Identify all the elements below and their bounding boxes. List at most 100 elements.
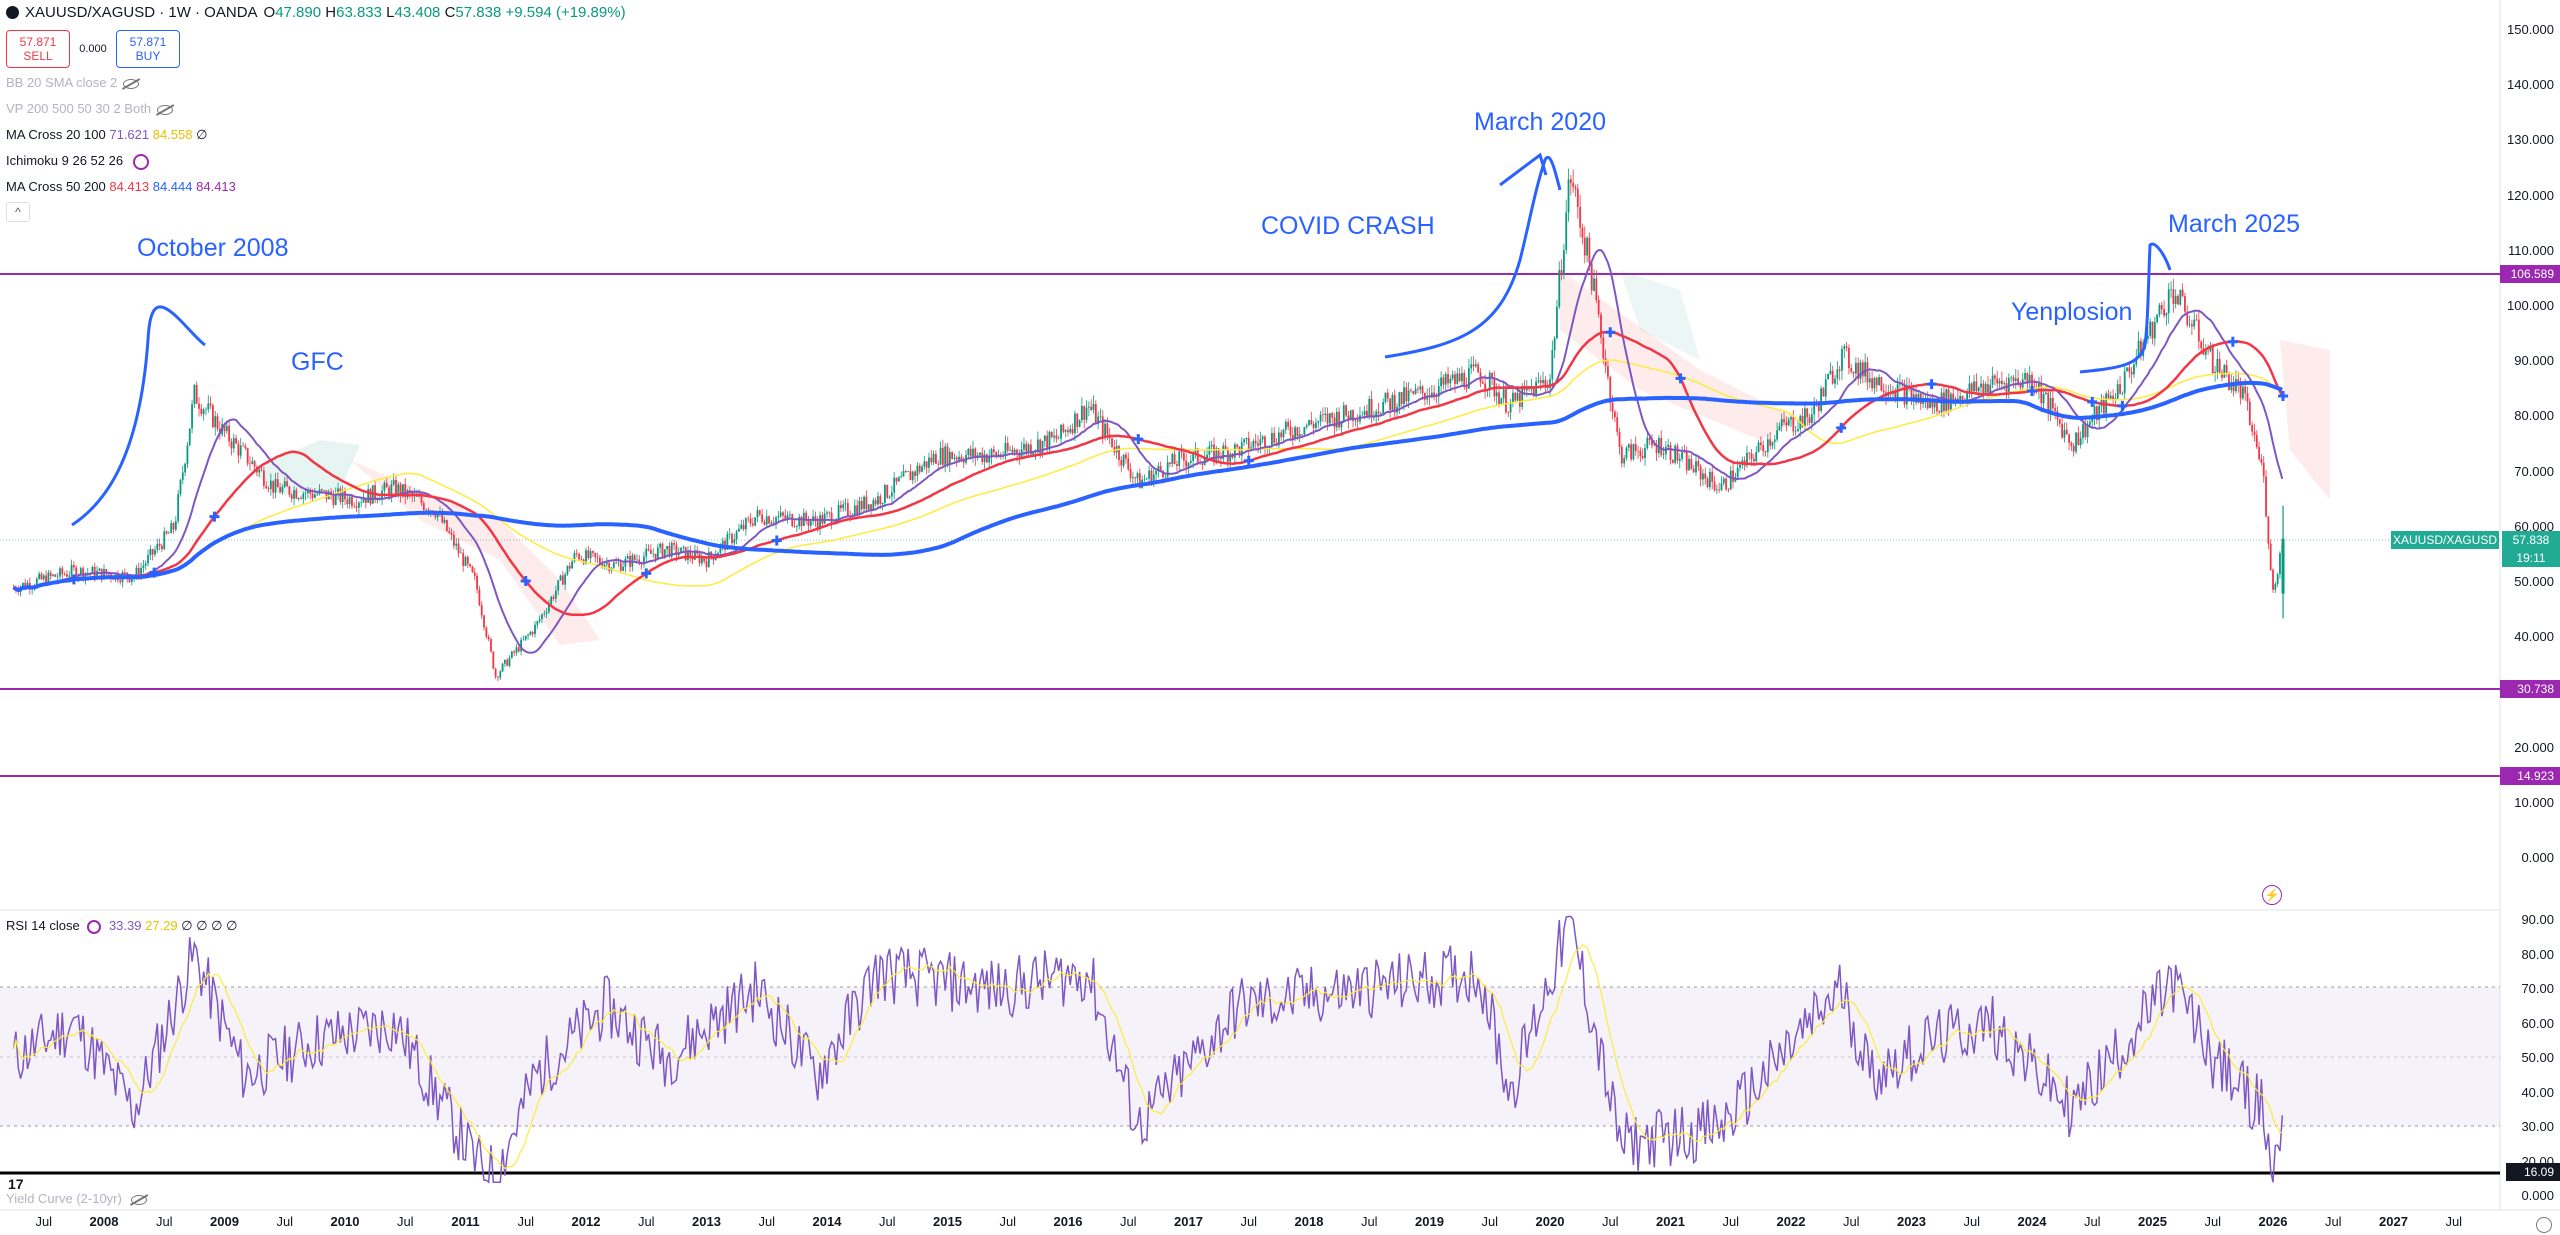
ichimoku-settings-icon[interactable]	[132, 153, 149, 170]
candle-body	[316, 494, 319, 495]
candle-body	[2228, 372, 2230, 391]
time-axis-label: 2015	[933, 1214, 962, 1229]
candle-body	[1477, 364, 1480, 373]
candle-body	[974, 448, 977, 458]
candle-body	[1027, 444, 1030, 452]
candle-body	[948, 451, 951, 466]
rsi-level-label: 16.09	[2506, 1163, 2560, 1181]
candle-body	[1755, 451, 1758, 462]
candle-body	[506, 659, 509, 666]
candle-body	[941, 447, 944, 465]
candle-body	[728, 533, 731, 535]
eye-hidden-icon[interactable]	[123, 78, 140, 89]
candle-body	[2042, 393, 2045, 404]
indicator-vp[interactable]: VP 200 500 50 30 2 Both	[6, 101, 174, 116]
candle-body	[1539, 380, 1542, 384]
candle-body	[45, 575, 47, 585]
sell-button[interactable]: 57.871 SELL	[6, 30, 70, 68]
candle-body	[1006, 442, 1009, 451]
settings-gear-icon[interactable]	[2536, 1217, 2552, 1233]
candle-body	[1018, 454, 1021, 457]
candle-body	[508, 657, 511, 666]
buy-button[interactable]: 57.871 BUY	[116, 30, 180, 68]
indicator-bb[interactable]: BB 20 SMA close 2	[6, 75, 140, 90]
ma-cross-marker	[771, 535, 782, 546]
candle-body	[276, 479, 279, 488]
candle-body	[105, 569, 108, 575]
candle-body	[1641, 456, 1644, 458]
candle-body	[1690, 458, 1693, 469]
candle-body	[1824, 379, 1827, 397]
rsi-settings-icon[interactable]	[87, 919, 102, 934]
indicator-ma-cross-50-200[interactable]: MA Cross 50 200 84.413 84.444 84.413	[6, 179, 236, 194]
time-axis-label: Jul	[637, 1214, 655, 1229]
candle-body	[1458, 373, 1461, 382]
candle-body	[98, 568, 101, 571]
candle-body	[1588, 237, 1591, 264]
candle-body	[1750, 453, 1753, 459]
candle-body	[749, 518, 752, 524]
ma-cross-marker	[641, 568, 652, 579]
candle-body	[1625, 447, 1628, 459]
candle-body	[1421, 386, 1424, 393]
candle-body	[884, 484, 886, 503]
candle-body	[364, 498, 367, 503]
candle-body	[1377, 411, 1380, 414]
indicator-ichimoku[interactable]: Ichimoku 9 26 52 26	[6, 153, 149, 170]
yield-curve-legend[interactable]: Yield Curve (2-10yr)	[6, 1191, 148, 1206]
ma-cross-marker	[209, 511, 220, 522]
candle-body	[1062, 424, 1065, 432]
candle-body	[2051, 397, 2054, 409]
candle-body	[2188, 324, 2191, 326]
candle-body	[747, 518, 750, 520]
tradingview-logo[interactable]: 17	[8, 1176, 24, 1192]
candle-body	[1787, 419, 1790, 426]
candle-body	[1827, 374, 1829, 380]
candle-body	[281, 486, 284, 493]
lightning-icon[interactable]: ⚡	[2262, 885, 2282, 905]
candle-body	[1465, 386, 1468, 389]
candle-body	[209, 403, 212, 406]
candle-body	[529, 632, 532, 635]
candle-body	[960, 456, 963, 461]
candle-body	[137, 567, 140, 577]
eye-hidden-icon[interactable]	[157, 104, 174, 115]
candle-body	[768, 516, 770, 524]
time-axis-label: 2014	[812, 1214, 842, 1229]
candle-body	[2095, 406, 2098, 421]
candle-body	[1298, 434, 1301, 436]
indicator-ma50-value: 84.413	[109, 179, 150, 194]
candle-body	[2209, 345, 2212, 352]
rsi-line	[12, 915, 2284, 1184]
candle-body	[1556, 306, 1558, 339]
candle-body	[388, 487, 390, 497]
candle-body	[1623, 458, 1626, 464]
time-axis-label: 2016	[1053, 1214, 1083, 1229]
candle-body	[1176, 464, 1178, 466]
candle-body	[1713, 481, 1716, 491]
eye-hidden-icon[interactable]	[131, 1194, 148, 1205]
candle-body	[348, 496, 351, 505]
high-label: H	[325, 4, 337, 21]
candle-body	[1284, 421, 1287, 430]
candle-body	[594, 552, 597, 558]
candle-body	[172, 523, 175, 530]
candle-body	[397, 484, 400, 495]
candle-body	[1715, 489, 1718, 491]
time-axis-label: 2008	[89, 1214, 119, 1229]
candle-body	[545, 611, 548, 614]
indicator-ma-cross-20-100[interactable]: MA Cross 20 100 71.621 84.558 ∅	[6, 127, 207, 143]
collapse-legend-button[interactable]: ^	[6, 202, 30, 222]
candle-body	[918, 465, 921, 472]
candle-body	[1764, 451, 1767, 453]
candle-body	[907, 471, 910, 472]
symbol-title[interactable]: XAUUSD/XAGUSD · 1W · OANDA	[25, 4, 258, 21]
candle-body	[295, 490, 298, 499]
candle-body	[1618, 431, 1621, 447]
candle-body	[867, 504, 870, 510]
candle-body	[1861, 362, 1864, 377]
candle-body	[1039, 439, 1042, 454]
candle-body	[1162, 470, 1164, 478]
rsi-legend[interactable]: RSI 14 close 33.39 27.29 ∅ ∅ ∅ ∅	[6, 918, 237, 934]
